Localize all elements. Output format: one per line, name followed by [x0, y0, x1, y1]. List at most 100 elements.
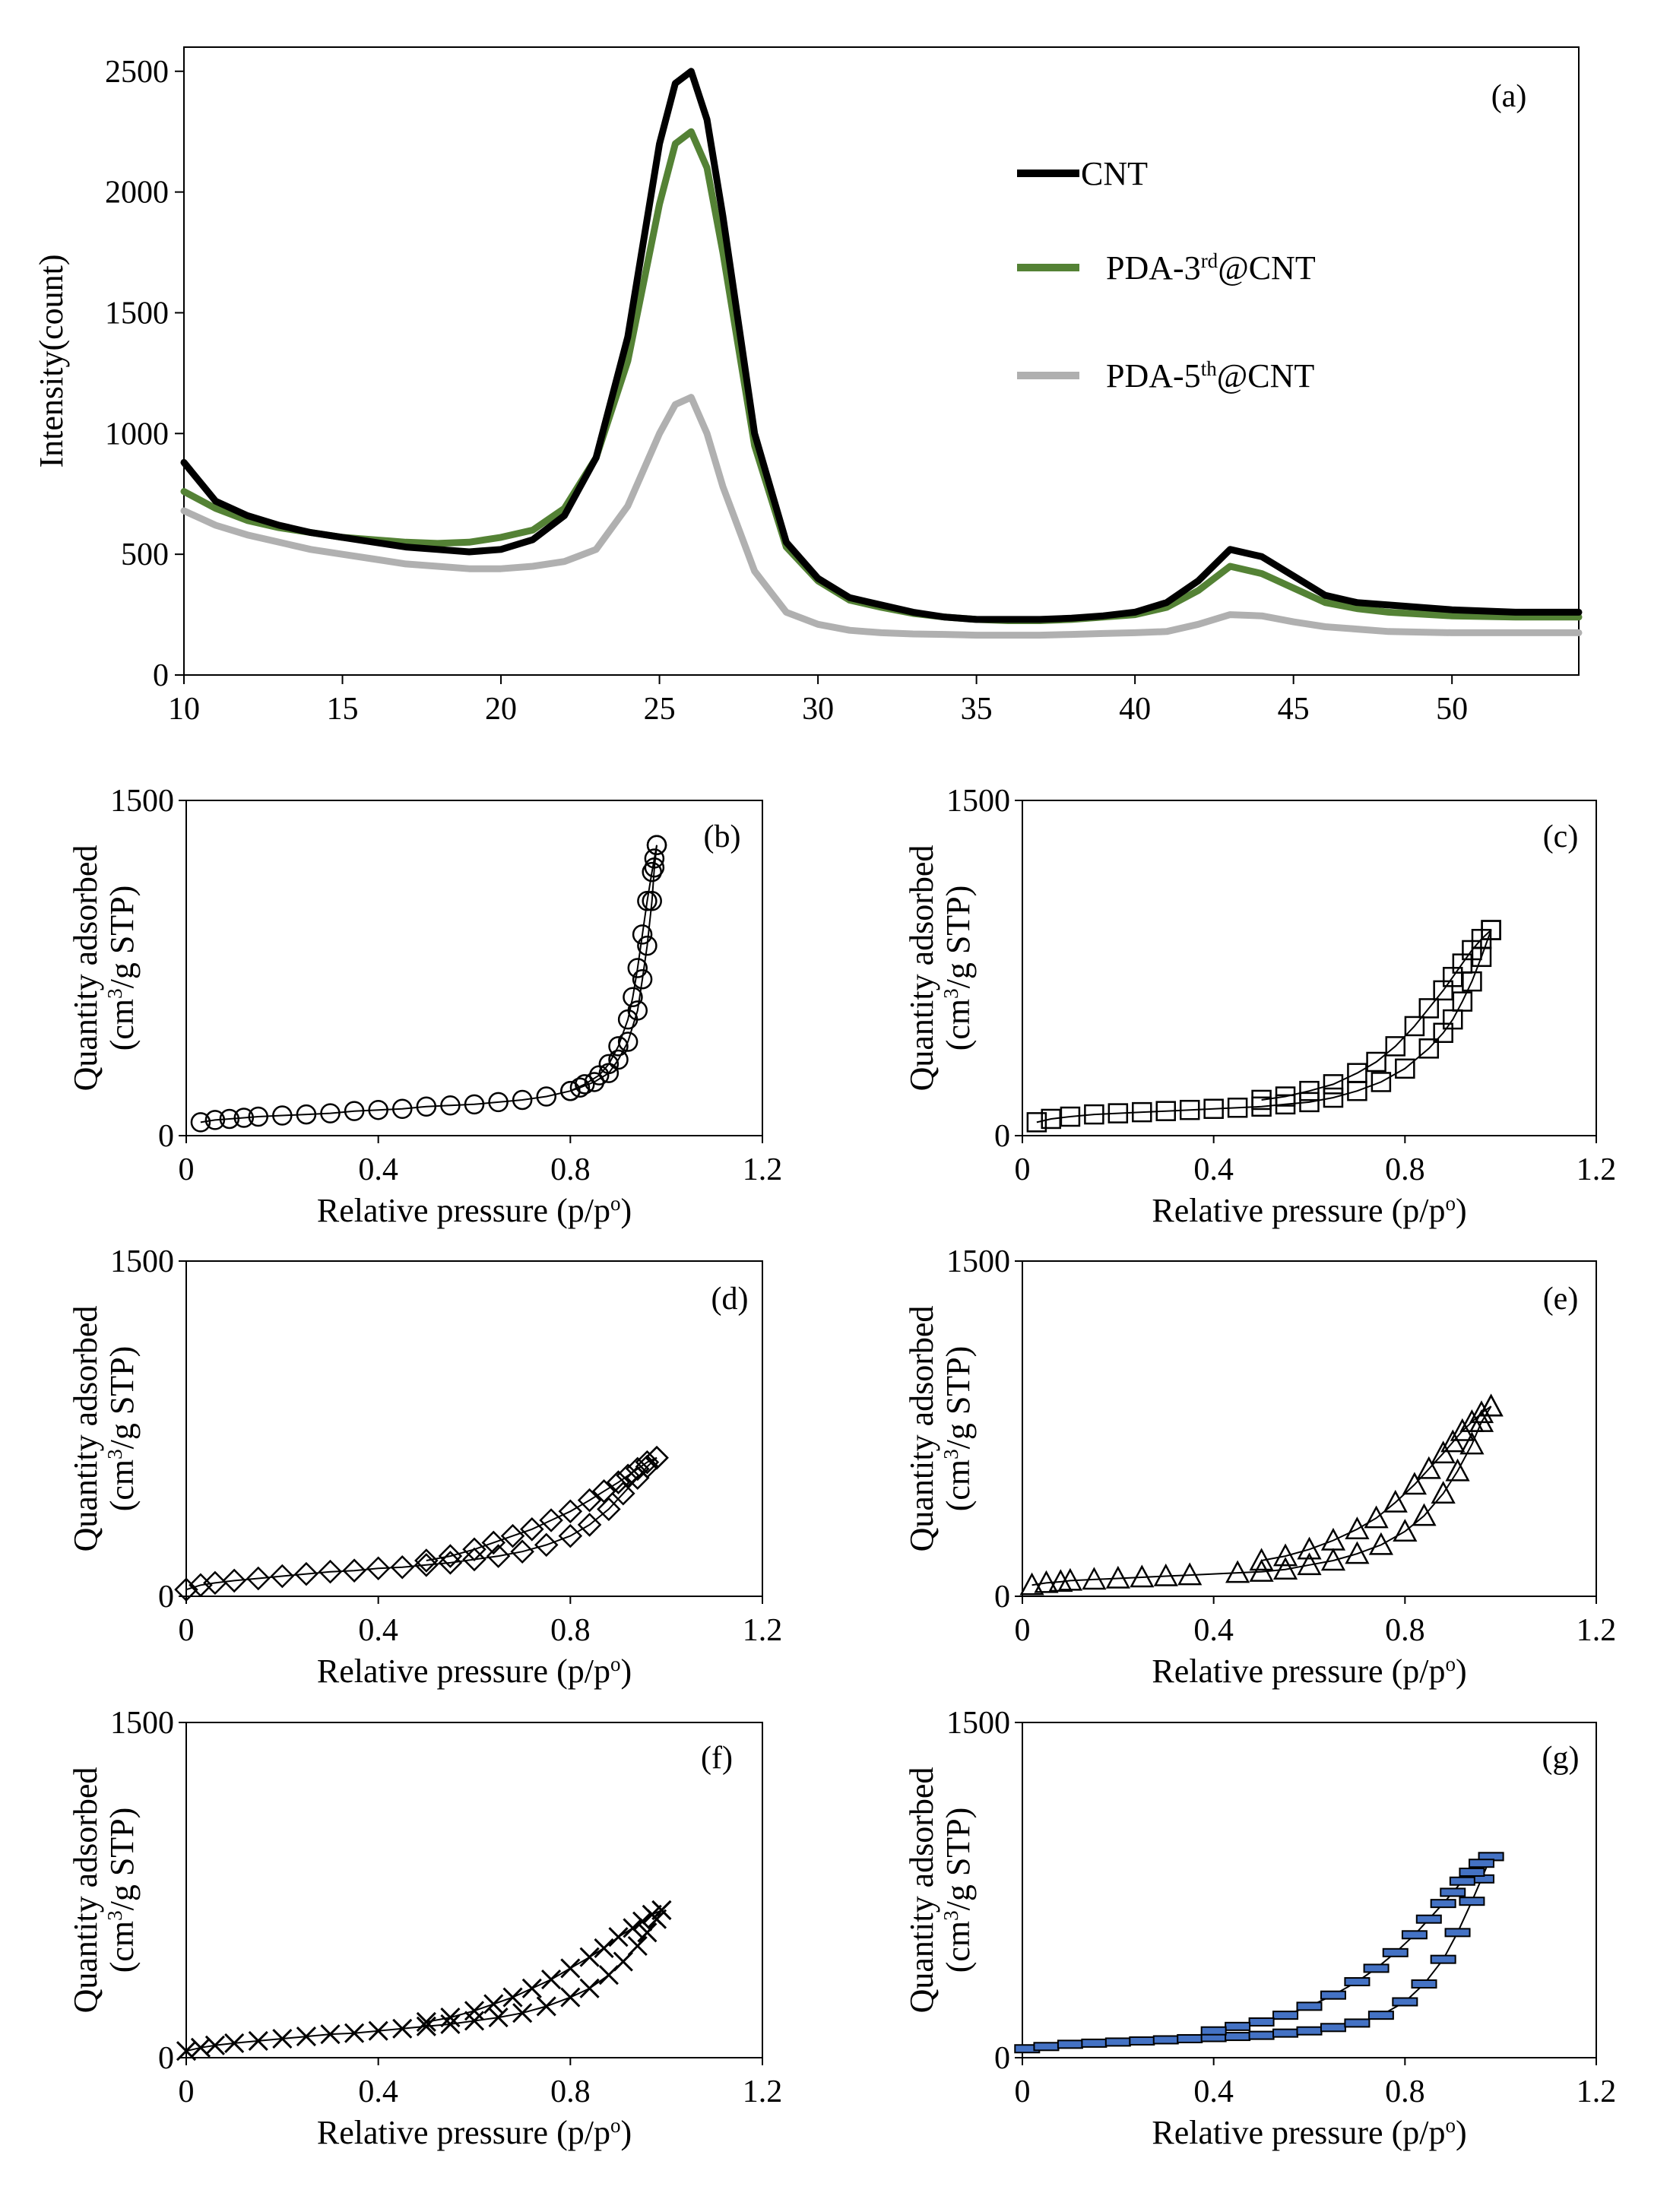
x-axis-title: Relative pressure (p/po)	[1152, 1653, 1466, 1690]
panel-label: (f)	[701, 1741, 733, 1776]
series-line-2	[180, 394, 1583, 639]
data-point	[1469, 1859, 1494, 1868]
data-point	[1345, 1541, 1370, 1564]
legend-label: CNT	[1081, 155, 1148, 192]
data-point	[1478, 1393, 1504, 1417]
data-point	[189, 1573, 213, 1598]
x-tick-label: 0.8	[1385, 1613, 1425, 1648]
data-point	[558, 1499, 583, 1524]
y-tick-label: 0	[994, 2041, 1010, 2076]
data-point	[642, 1904, 662, 1925]
y-axis-title-line1: Quantity adsorbed	[903, 845, 940, 1092]
data-point	[1320, 1548, 1346, 1571]
panel-label: (g)	[1542, 1741, 1580, 1776]
y-axis-title-line2: (cm3/g STP)	[103, 1808, 141, 1973]
data-point	[1431, 1440, 1456, 1464]
y-axis-title-line2: (cm3/g STP)	[940, 886, 977, 1051]
plot-frame	[1022, 1722, 1597, 2058]
data-point	[390, 1555, 415, 1580]
data-point	[598, 1063, 620, 1083]
data-point	[366, 1556, 391, 1581]
panel-label: (d)	[711, 1282, 749, 1317]
data-point	[392, 2018, 413, 2039]
data-point	[642, 891, 662, 911]
data-point	[1383, 1489, 1408, 1513]
data-point	[597, 1497, 621, 1522]
data-point	[481, 1530, 506, 1555]
data-point	[1431, 1481, 1456, 1504]
data-point	[1323, 1087, 1344, 1108]
y-tick-label: 2000	[105, 176, 169, 211]
y-axis-title-line1: Quantity adsorbed	[903, 1306, 940, 1552]
data-point	[222, 1568, 246, 1593]
data-point	[1132, 1101, 1152, 1123]
y-axis-title-line1: Quantity adsorbed	[903, 1767, 940, 2014]
x-tick-label: 1.2	[743, 1613, 783, 1648]
y-tick-label: 1500	[105, 296, 169, 331]
data-point	[320, 1103, 341, 1123]
panel-e: 0 1500 0 0.4 0.8 1.2 Relative pressure (p/po) Q…	[903, 1244, 1616, 1690]
data-point	[541, 1970, 562, 1990]
data-point	[579, 1978, 600, 1998]
data-point	[1320, 1527, 1346, 1551]
data-point	[1452, 991, 1473, 1012]
panel-label: (e)	[1543, 1282, 1579, 1317]
data-point	[414, 1553, 439, 1577]
data-point	[1459, 1867, 1485, 1877]
data-point	[635, 1450, 660, 1475]
data-point	[368, 1099, 388, 1120]
x-tick-label: 0.4	[1193, 2074, 1234, 2109]
data-point	[1418, 998, 1440, 1019]
y-tick-label: 500	[121, 537, 169, 572]
data-point	[416, 2011, 436, 2033]
data-point	[342, 1558, 366, 1583]
data-point	[569, 1077, 591, 1098]
panel-label: (b)	[704, 819, 741, 854]
data-point	[368, 2020, 388, 2041]
x-tick-label: 40	[1119, 692, 1151, 727]
y-tick-label: 0	[994, 1580, 1010, 1615]
legend-label: PDA-5th@CNT	[1106, 357, 1314, 395]
data-point	[1450, 1418, 1475, 1441]
y-axis-title: Intensity(count)	[33, 254, 70, 467]
data-point	[617, 1032, 639, 1052]
y-tick-label: 1000	[105, 417, 169, 452]
data-point	[502, 1987, 523, 2008]
y-axis-title-line1: Quantity adsorbed	[67, 845, 104, 1092]
data-point	[294, 1561, 318, 1586]
x-tick-label: 1.2	[1577, 1613, 1617, 1648]
data-point	[1275, 1086, 1296, 1107]
data-point	[608, 1927, 629, 1947]
data-point	[1155, 1101, 1176, 1121]
data-point	[1272, 1543, 1298, 1567]
data-point	[1033, 2042, 1060, 2052]
data-point	[598, 1054, 620, 1075]
data-point	[204, 2035, 225, 2055]
x-tick-label: 0.4	[358, 1152, 398, 1187]
data-point	[606, 1470, 631, 1494]
data-point	[539, 1508, 563, 1532]
data-point	[1084, 1104, 1104, 1125]
data-point	[1225, 2032, 1251, 2042]
data-point	[1459, 1431, 1485, 1455]
data-point	[1393, 1519, 1418, 1542]
y-tick-label: 2500	[105, 55, 169, 90]
x-tick-label: 50	[1436, 692, 1468, 727]
data-point	[512, 1089, 533, 1111]
data-point	[270, 1564, 295, 1589]
x-tick-label: 0	[179, 1613, 195, 1648]
y-axis-title-line2: (cm3/g STP)	[103, 1346, 141, 1512]
data-point	[594, 1938, 614, 1959]
data-point	[1320, 2023, 1346, 2033]
data-point	[1104, 2037, 1131, 2047]
data-point	[1248, 2030, 1275, 2040]
data-point	[1272, 1557, 1298, 1580]
data-point	[1153, 1563, 1178, 1586]
data-point	[486, 1544, 511, 1568]
data-point	[1225, 1560, 1250, 1583]
data-point	[1105, 1565, 1130, 1589]
data-point	[1395, 1058, 1415, 1079]
adsorption-line	[1036, 930, 1492, 1123]
data-point	[1081, 2038, 1108, 2048]
data-point	[1344, 2018, 1371, 2028]
